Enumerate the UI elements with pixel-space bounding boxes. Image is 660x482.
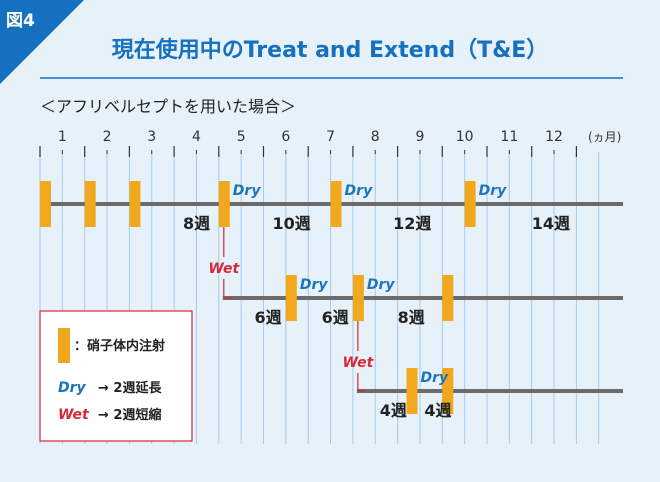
figure-tag-triangle: [0, 0, 84, 84]
injection-marker: [442, 275, 454, 321]
legend-injection-label: ：硝子体内注射: [74, 338, 165, 354]
month-label: 1: [58, 129, 67, 145]
injection-marker: [330, 181, 342, 227]
injection-marker: [40, 181, 51, 227]
interval-label: 4週: [424, 401, 451, 420]
month-label: 6: [281, 129, 290, 145]
month-label: 11: [500, 129, 518, 145]
dry-label: Dry: [479, 183, 508, 199]
interval-label: 8週: [398, 308, 425, 327]
injection-marker: [352, 275, 364, 321]
injection-marker: [442, 368, 454, 414]
interval-label: 14週: [532, 214, 570, 233]
timeline-row: Dry Dry 6週 6週 8週: [222, 275, 623, 327]
injection-marker: [129, 181, 141, 227]
figure-tag: 図4: [6, 11, 35, 31]
dry-label: Dry: [233, 183, 262, 199]
dry-label: Dry: [367, 277, 396, 293]
month-label: 4: [192, 129, 201, 145]
timeline-row: Dry Dry Dry 8週 10週 12週 14週: [40, 181, 623, 233]
diagram-subtitle: ＜アフリベルセプトを用いた場合＞: [40, 97, 296, 116]
interval-label: 12週: [393, 214, 431, 233]
month-label: 8: [371, 129, 380, 145]
wet-branch: Wet: [343, 321, 375, 392]
dry-label: Dry: [421, 370, 450, 386]
month-label: 12: [545, 129, 563, 145]
injection-marker: [406, 368, 418, 414]
timeline-row: Dry 4週 4週: [356, 368, 623, 420]
injection-marker: [285, 275, 297, 321]
legend-dry-description: → 2週延長: [98, 380, 162, 396]
month-label: 7: [326, 129, 335, 145]
injection-marker: [84, 181, 96, 227]
dry-label: Dry: [300, 277, 329, 293]
page-title: 現在使用中のTreat and Extend（T&E）: [112, 37, 549, 63]
axis-unit-label: (ヵ月): [588, 130, 621, 144]
month-label: 2: [103, 129, 112, 145]
wet-label: Wet: [208, 261, 240, 277]
interval-label: 6週: [255, 308, 282, 327]
injection-marker: [464, 181, 476, 227]
wet-branch: Wet: [208, 227, 240, 299]
dry-label: Dry: [345, 183, 374, 199]
legend-wet-description: → 2週短縮: [98, 407, 161, 423]
legend-wet-term: Wet: [58, 407, 90, 423]
interval-label: 10週: [272, 214, 310, 233]
month-axis: 1 2 3 4 5 6 7 8 9 10 11 12 (ヵ月): [39, 129, 621, 157]
injection-marker: [218, 181, 230, 227]
legend-dry-term: Dry: [58, 380, 87, 396]
interval-label: 6週: [322, 308, 349, 327]
interval-label: 8週: [183, 214, 210, 233]
legend: ：硝子体内注射 Dry → 2週延長 Wet → 2週短縮: [39, 310, 193, 442]
month-label: 5: [237, 129, 246, 145]
month-label: 9: [415, 129, 424, 145]
month-label: 10: [456, 129, 474, 145]
month-label: 3: [147, 129, 156, 145]
wet-label: Wet: [343, 355, 375, 371]
interval-label: 4週: [380, 401, 407, 420]
legend-injection-swatch: [58, 328, 70, 363]
